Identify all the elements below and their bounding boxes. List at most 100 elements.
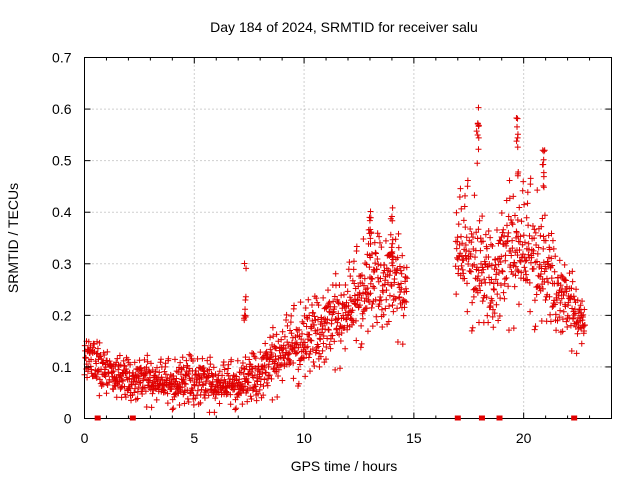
data-point [395, 230, 402, 237]
data-point [250, 350, 257, 357]
data-point [379, 324, 386, 331]
data-point [501, 275, 508, 282]
data-point [349, 307, 356, 314]
data-point [529, 223, 536, 230]
data-point [105, 370, 112, 377]
data-point [364, 285, 371, 292]
data-point [266, 372, 273, 379]
data-point [509, 237, 516, 244]
data-point [531, 235, 538, 242]
data-point [297, 299, 304, 306]
data-point [189, 386, 196, 393]
data-point [477, 235, 484, 242]
data-point [524, 200, 531, 207]
data-point [540, 233, 547, 240]
data-point [345, 302, 352, 309]
data-point [521, 264, 528, 271]
data-point [560, 308, 567, 315]
data-gap-marker [454, 415, 461, 421]
data-point [388, 249, 395, 256]
data-point [372, 296, 379, 303]
data-point [233, 405, 240, 412]
data-point [548, 230, 555, 237]
data-point [397, 267, 404, 274]
data-point [141, 356, 148, 363]
data-point [390, 308, 397, 315]
data-point [287, 319, 294, 326]
data-point [540, 169, 547, 176]
data-point [104, 348, 111, 355]
data-point [350, 319, 357, 326]
data-point [104, 382, 111, 389]
data-point [269, 396, 276, 403]
data-point [310, 358, 317, 365]
data-point [87, 363, 94, 370]
data-point [236, 376, 243, 383]
data-point [261, 362, 268, 369]
data-point [382, 237, 389, 244]
data-point [372, 250, 379, 257]
data-point [320, 332, 327, 339]
data-point [577, 302, 584, 309]
data-point [485, 227, 492, 234]
data-point [491, 310, 498, 317]
data-point [332, 270, 339, 277]
data-point [164, 390, 171, 397]
data-point [300, 320, 307, 327]
data-point [121, 362, 128, 369]
data-point [554, 317, 561, 324]
data-point [185, 365, 192, 372]
data-point [290, 360, 297, 367]
data-point [502, 252, 509, 259]
data-point [124, 368, 131, 375]
data-point [366, 214, 373, 221]
data-point [254, 378, 261, 385]
data-point [180, 364, 187, 371]
data-point [489, 306, 496, 313]
data-point [475, 267, 482, 274]
data-point [454, 256, 461, 263]
data-point [209, 372, 216, 379]
data-point [161, 389, 168, 396]
data-point [325, 326, 332, 333]
data-point [304, 343, 311, 350]
data-point [263, 348, 270, 355]
data-point [473, 286, 480, 293]
data-point [275, 373, 282, 380]
data-point [475, 146, 482, 153]
data-point [164, 374, 171, 381]
data-point [203, 388, 210, 395]
data-point [497, 282, 504, 289]
data-point [469, 299, 476, 306]
data-point [207, 354, 214, 361]
data-point [460, 256, 467, 263]
data-point [470, 234, 477, 241]
data-point [383, 296, 390, 303]
data-point [558, 288, 565, 295]
y-tick-label: 0.7 [52, 50, 72, 66]
data-point [511, 212, 518, 219]
data-point [82, 354, 89, 361]
data-point [94, 345, 101, 352]
data-point [189, 375, 196, 382]
data-point [494, 280, 501, 287]
data-point [376, 233, 383, 240]
data-point [557, 307, 564, 314]
data-point [523, 214, 530, 221]
data-point [513, 114, 520, 121]
data-point [540, 182, 547, 189]
data-point [296, 326, 303, 333]
data-point [581, 322, 588, 329]
data-point [225, 361, 232, 368]
data-point [471, 192, 478, 199]
data-point [148, 360, 155, 367]
data-point [284, 339, 291, 346]
data-point [500, 289, 507, 296]
data-point [389, 302, 396, 309]
data-point [479, 298, 486, 305]
data-point [239, 386, 246, 393]
data-point [252, 364, 259, 371]
data-point [501, 232, 508, 239]
data-point [512, 263, 519, 270]
data-point [131, 389, 138, 396]
